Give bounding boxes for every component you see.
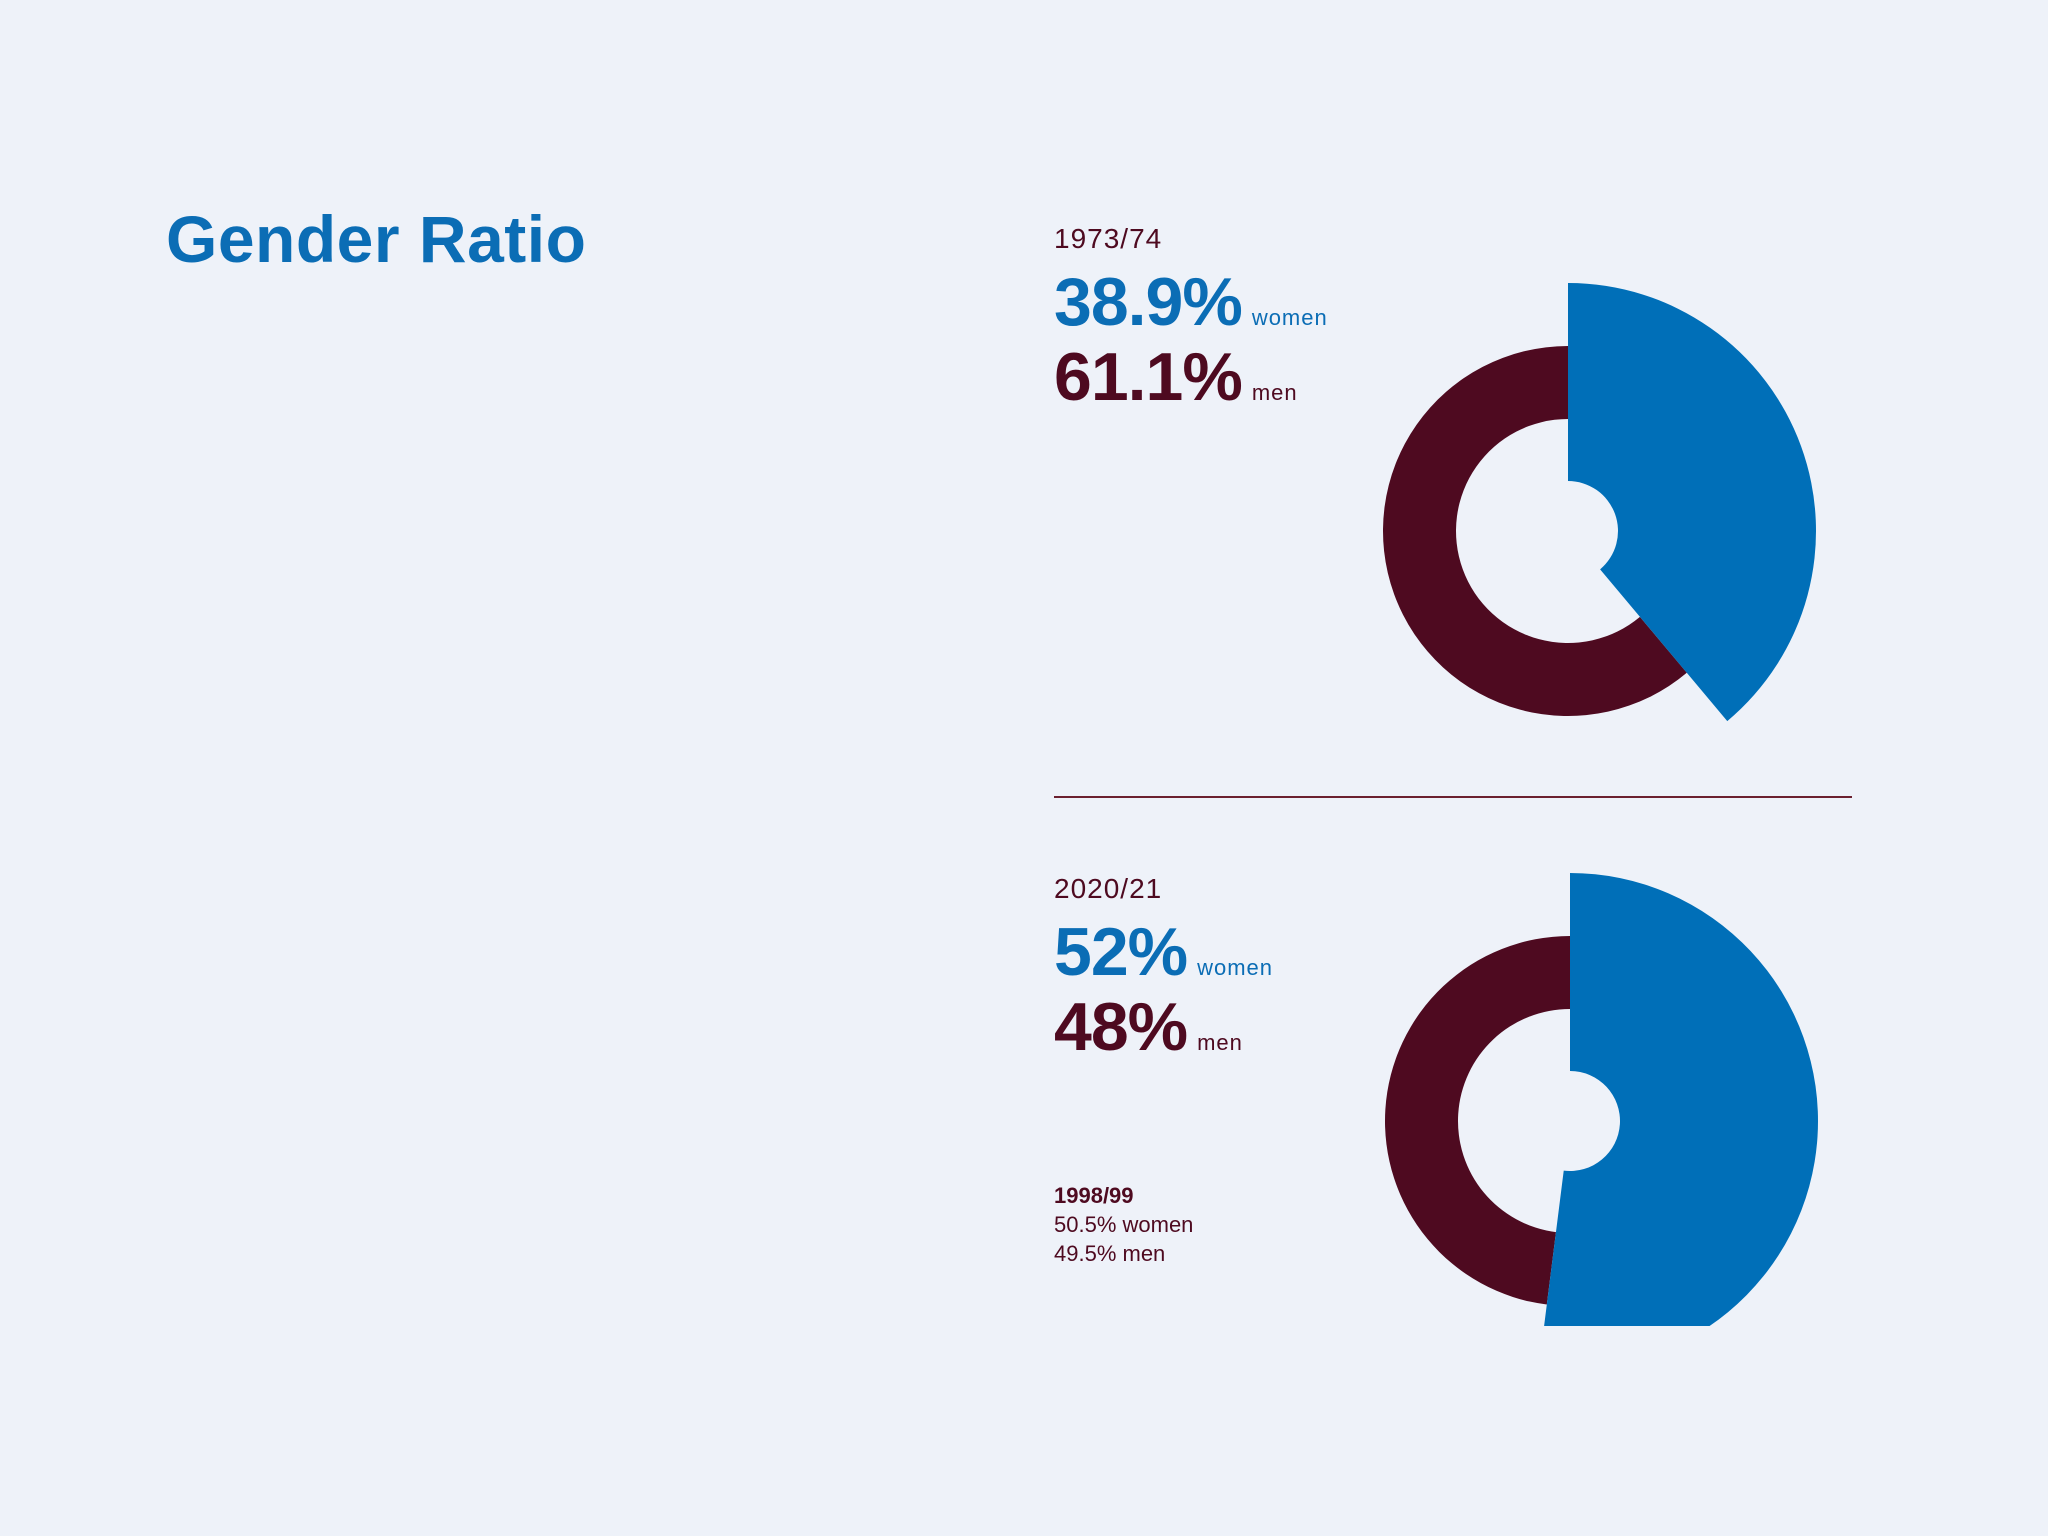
panel-year: 2020/21 (1054, 873, 1163, 904)
women-stat-1973: 38.9% women (1054, 268, 1328, 336)
men-stat-1973: 61.1% men (1054, 343, 1298, 411)
women-stat-2020: 52% women (1054, 918, 1273, 986)
comparison-note: 1998/99 50.5% women 49.5% men (1054, 1181, 1193, 1268)
women-label: women (1251, 305, 1328, 330)
panel-1973: 1973/74 (1054, 225, 1162, 253)
women-slice (1568, 283, 1816, 722)
women-label: women (1197, 955, 1274, 980)
men-percent: 61.1% (1054, 339, 1243, 415)
women-percent: 52% (1054, 914, 1188, 990)
men-label: men (1251, 380, 1298, 405)
men-slice (1383, 346, 1687, 716)
note-year: 1998/99 (1054, 1183, 1134, 1208)
women-percent: 38.9% (1054, 264, 1243, 340)
note-men: 49.5% men (1054, 1241, 1166, 1266)
donut-chart-2020 (1384, 873, 1818, 1326)
men-slice (1384, 936, 1570, 1305)
panel-2020: 2020/21 (1054, 875, 1162, 903)
panel-year: 1973/74 (1054, 223, 1163, 254)
women-slice (1544, 873, 1818, 1326)
donut-chart-1973 (1383, 283, 1816, 722)
page-title: Gender Ratio (166, 202, 587, 276)
divider (1054, 796, 1852, 798)
note-women: 50.5% women (1054, 1212, 1194, 1237)
men-percent: 48% (1054, 989, 1188, 1065)
men-stat-2020: 48% men (1054, 993, 1243, 1061)
men-label: men (1197, 1030, 1243, 1055)
